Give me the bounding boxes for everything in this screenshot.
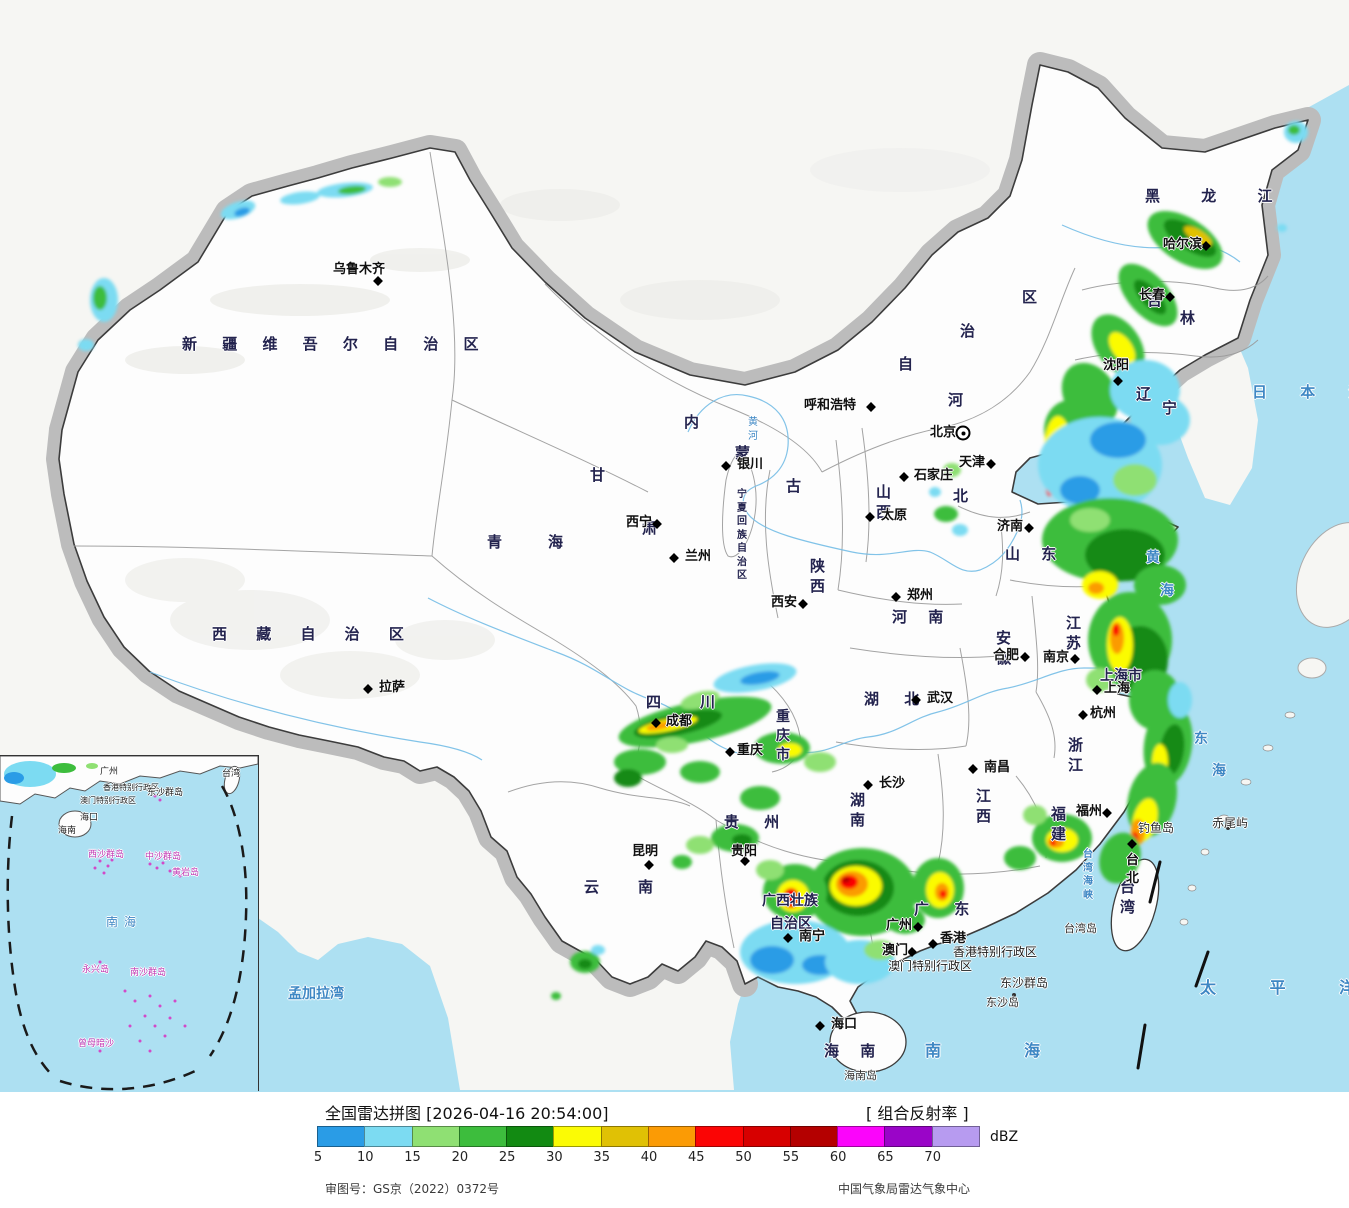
inset-hainan [58, 810, 92, 838]
credit-text: 中国气象局雷达气象中心 [838, 1182, 971, 1196]
south-china-sea-inset: 广州 香港特别行政区 澳门特别行政区 台湾 东沙群岛 海口 海南 西沙群岛 中沙群岛 黄岩岛 南海永… [0, 755, 259, 1091]
legend-panel: 全国雷达拼图 [2026-04-16 20:54:00] [ 组合反射率 ] d… [0, 1092, 1349, 1208]
dbz-value: 10 [357, 1150, 374, 1165]
legend-swatch-65 [884, 1126, 933, 1147]
inset-radar-echo [4, 761, 98, 787]
foreign-relief [500, 148, 990, 320]
legend-swatch-70 [931, 1126, 980, 1147]
legend-swatch-20 [458, 1126, 508, 1147]
map-svg [0, 0, 1349, 1092]
dbz-value: 70 [924, 1150, 941, 1165]
legend-swatch-5 [317, 1126, 366, 1147]
dbz-value: 5 [313, 1150, 323, 1165]
inset-nine-dash-line [6, 785, 248, 1091]
radar-echo-northeast-band [1038, 210, 1223, 605]
legend-swatch-10 [364, 1126, 413, 1147]
china-radar-map: 黑 龙 江吉林辽宁新 疆 维 吾 尔 自 治 区内蒙古自治区甘肃青海西 藏 自 … [0, 0, 1349, 1092]
taiwan-island [1110, 858, 1160, 952]
dbz-value: 20 [451, 1150, 469, 1165]
dbz-value: 45 [688, 1150, 705, 1165]
radar-echo-guizhou [672, 732, 836, 869]
map-review-number: 审图号：GS京（2022）0372号 [325, 1182, 499, 1196]
legend-swatch-35 [600, 1126, 649, 1147]
map-title: 全国雷达拼图 [2026-04-16 20:54:00] [325, 1104, 609, 1123]
radar-echo-yunnan [551, 945, 605, 1000]
dbz-value-row: 5 10 15 20 25 30 35 40 45 50 55 60 65 70 [314, 1150, 998, 1168]
legend-swatch-45 [695, 1126, 744, 1147]
islands [829, 522, 1349, 1073]
dbz-value: 55 [782, 1150, 800, 1165]
legend-swatch-40 [647, 1126, 697, 1147]
radar-echo-zhejiang-fujian-coast [1099, 682, 1193, 884]
legend-swatch-55 [789, 1126, 839, 1147]
legend-swatch-50 [742, 1126, 791, 1147]
legend-swatch-25 [506, 1126, 555, 1147]
dbz-colorbar [317, 1126, 980, 1147]
legend-swatch-60 [837, 1126, 886, 1147]
dbz-value: 50 [735, 1150, 752, 1165]
dbz-value: 15 [404, 1150, 421, 1165]
dbz-value: 25 [498, 1150, 516, 1165]
inset-island-dots [93, 794, 187, 1053]
inset-taiwan [223, 765, 241, 795]
product-name: [ 组合反射率 ] [866, 1104, 969, 1123]
radar-echoes [78, 121, 1308, 1000]
radar-echo-north-china [929, 463, 968, 536]
dbz-value: 60 [829, 1150, 847, 1165]
radar-echo-sichuan [614, 663, 797, 787]
dbz-value: 65 [877, 1150, 894, 1165]
dbz-unit-label: dBZ [990, 1129, 1019, 1145]
radar-echo-fujian-inland [1004, 805, 1092, 870]
inset-svg [0, 756, 258, 1091]
legend-swatch-15 [411, 1126, 460, 1147]
radar-echo-xinjiang [78, 177, 402, 351]
dbz-value: 35 [593, 1150, 610, 1165]
dbz-value: 30 [546, 1150, 563, 1165]
radar-echo-guangxi-hunan [740, 848, 964, 984]
dbz-value: 40 [640, 1150, 658, 1165]
radar-echo-ne-tip [1277, 121, 1308, 232]
boundary-dashes [1136, 860, 1210, 1070]
china-relief [125, 248, 495, 699]
legend-swatch-30 [553, 1126, 602, 1147]
hainan-island [829, 1011, 907, 1073]
